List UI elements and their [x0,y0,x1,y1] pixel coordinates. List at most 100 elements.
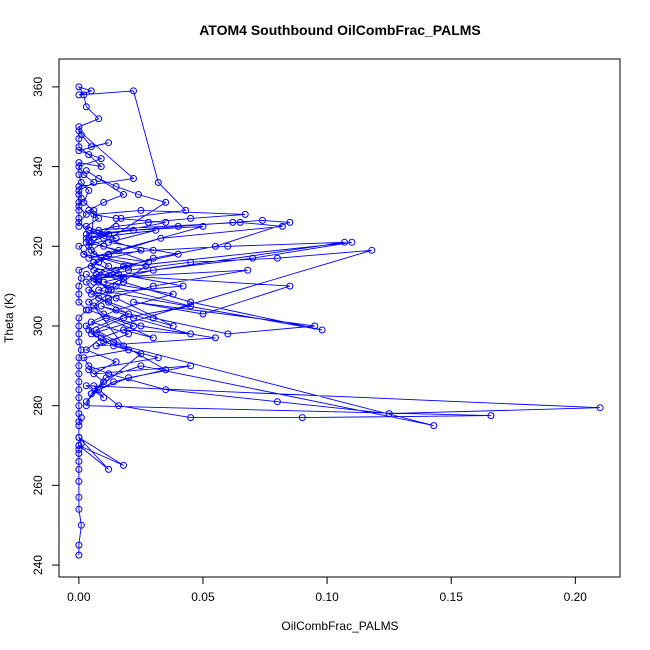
data-point [120,461,127,469]
data-point [80,250,88,258]
data-point [80,91,88,99]
data-point [92,330,100,338]
data-point [87,87,95,95]
data-point [77,346,85,354]
data-point [75,465,83,473]
data-point [169,290,177,298]
data-point [105,370,113,378]
y-tick-label: 300 [31,316,45,336]
data-point [105,294,113,302]
data-point [82,167,90,175]
data-point [75,457,83,465]
series-line [77,86,601,556]
data-point [75,505,83,513]
data-point [75,378,83,386]
data-point [125,262,132,270]
data-point [187,362,195,370]
data-point [75,394,83,402]
data-point [112,266,120,274]
data-point [105,250,113,258]
x-tick-label: 0.10 [315,590,339,604]
data-point [85,326,93,334]
data-point [75,183,83,190]
data-point [100,394,108,402]
data-point [82,270,90,278]
data-point [95,386,103,394]
data-point [162,198,170,206]
data-point [179,282,187,290]
data-point [149,282,157,290]
data-point [211,334,219,342]
data-point [125,330,132,338]
data-point [95,175,103,182]
data-point [100,310,108,318]
data-point [199,310,207,318]
y-axis: 240 260 280 300 320 340 360 [31,77,60,575]
data-point [341,238,348,246]
data-point [75,370,83,378]
data-point [105,286,113,294]
data-point [130,226,137,234]
data-point [137,246,145,254]
data-point [75,159,83,167]
data-point [75,198,83,206]
data-point [75,386,83,394]
data-point [75,147,83,155]
data-point [87,290,95,298]
data-point [75,266,83,274]
data-point [85,306,93,314]
data-point [125,266,132,274]
data-point [105,238,113,246]
data-point [112,234,120,242]
data-point [87,238,95,246]
data-point [100,242,108,250]
y-tick-label: 240 [31,555,45,575]
data-point [90,370,98,378]
data-point [75,214,83,222]
data-point [152,226,160,234]
data-point [112,282,120,290]
data-point [100,378,108,386]
data-point [112,358,120,366]
data-point [75,83,83,91]
data-point [95,274,103,282]
data-point [80,198,88,206]
data-point [82,398,90,406]
data-point [162,386,170,394]
data-point [487,412,495,420]
y-axis-label: Theta (K) [2,293,16,343]
data-point [75,143,83,151]
data-point [596,404,604,412]
data-point [82,278,90,286]
data-point [169,322,177,330]
data-point [97,155,105,163]
data-point [82,103,90,111]
data-point [211,242,219,250]
data-point [75,290,83,298]
data-point [130,298,137,306]
data-point [100,278,108,286]
data-point [187,258,195,266]
data-point [75,171,83,179]
data-point [75,242,83,250]
y-tick-label: 360 [31,77,45,97]
data-point [249,254,257,262]
data-point [120,191,127,198]
data-point [112,294,120,302]
data-point [120,342,127,350]
data-point [144,258,152,266]
chart-title: ATOM4 Southbound OilCombFrac_PALMS [199,22,481,38]
data-point [112,183,120,190]
data-point [95,294,103,302]
data-point [105,139,113,147]
data-point [105,230,113,238]
data-point [112,214,120,222]
data-point [87,246,95,254]
data-point [75,282,83,290]
data-point [85,366,93,374]
data-point [430,422,438,430]
data-point [286,282,294,290]
data-point [259,216,266,224]
data-point [82,230,90,238]
